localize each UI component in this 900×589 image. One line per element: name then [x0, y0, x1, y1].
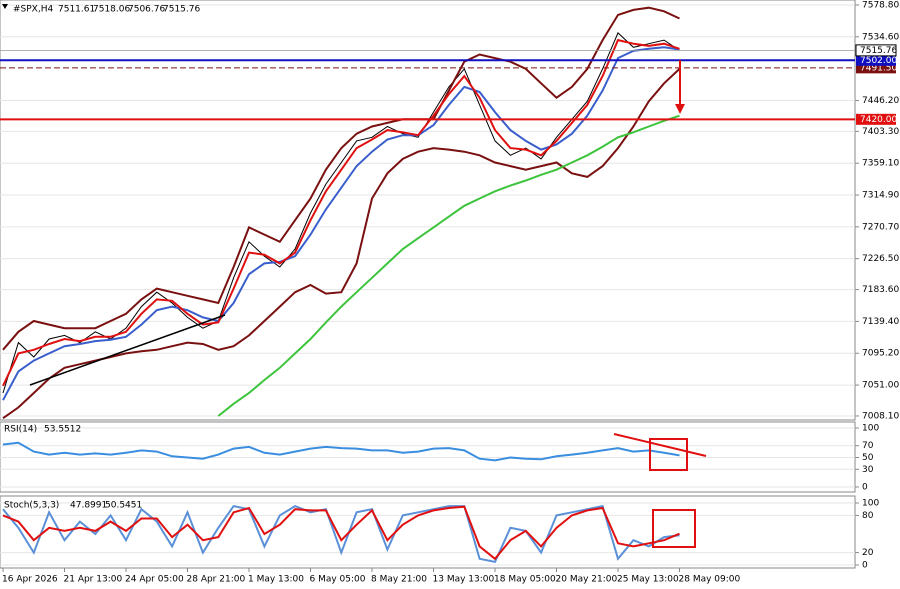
- y-tick-label: 7270.70: [862, 222, 899, 232]
- y-tick-label: 50: [862, 453, 874, 463]
- stoch-signal-value: 50.5451: [105, 501, 142, 511]
- ohlc-close: 7515.76: [163, 5, 200, 15]
- series-line: [2, 504, 680, 564]
- stoch-highlight: [652, 509, 696, 548]
- y-tick-label: 7226.50: [862, 254, 899, 264]
- x-tick-label: 18 May 05:00: [494, 575, 556, 585]
- series-line: [2, 38, 680, 387]
- x-tick-label: 8 May 21:00: [371, 575, 427, 585]
- y-tick-label: 100: [862, 424, 879, 434]
- series-line: [2, 46, 680, 401]
- y-tick-label: 70: [862, 441, 874, 451]
- y-tick-label: 7095.20: [862, 349, 899, 359]
- y-tick-label: 7008.10: [862, 411, 899, 421]
- price-tag-label: 7502.00: [860, 56, 897, 66]
- y-tick-label: 7534.60: [862, 32, 899, 42]
- menu-icon[interactable]: [2, 4, 8, 9]
- y-tick-label: 0: [862, 561, 868, 571]
- arrow-head: [675, 104, 685, 114]
- price-tag: [856, 62, 896, 74]
- current-price-label: 7515.76: [860, 46, 897, 56]
- x-tick-label: 24 Apr 05:00: [125, 575, 184, 585]
- price-tag-label: 7491.50: [860, 63, 897, 73]
- stoch-main-value: 47.8991: [70, 501, 107, 511]
- series-line: [2, 32, 680, 394]
- price-tag-label: 7420.00: [860, 115, 897, 125]
- y-tick-label: 7314.90: [862, 191, 899, 201]
- rsi-trend-line: [613, 433, 707, 457]
- x-tick-label: 6 May 05:00: [310, 575, 366, 585]
- price-pane: [0, 0, 856, 421]
- y-tick-label: 7139.40: [862, 317, 899, 327]
- price-tag: [856, 113, 896, 125]
- y-tick-label: 20: [862, 548, 874, 558]
- y-tick-label: 100: [862, 499, 879, 509]
- y-tick-label: 7578.80: [862, 0, 899, 10]
- rsi-value: 53.5512: [44, 425, 81, 435]
- y-tick-label: 7446.20: [862, 96, 899, 106]
- x-tick-label: 21 Apr 13:00: [64, 575, 123, 585]
- stoch-title: Stoch(5,3,3): [4, 501, 59, 511]
- y-tick-label: 0: [862, 483, 868, 493]
- ohlc-low: 7506.76: [128, 5, 165, 15]
- series-line: [2, 68, 681, 420]
- y-tick-label: 7051.00: [862, 381, 899, 391]
- x-tick-label: 25 May 13:00: [617, 575, 679, 585]
- x-tick-label: 28 May 09:00: [679, 575, 741, 585]
- y-tick-label: 30: [862, 465, 874, 475]
- x-tick-label: 28 Apr 21:00: [187, 575, 246, 585]
- price-tag: [856, 54, 896, 66]
- rsi-highlight: [649, 438, 688, 471]
- x-tick-label: 13 May 13:00: [433, 575, 495, 585]
- series-line: [2, 6, 680, 351]
- symbol-title: #SPX,H4: [13, 5, 53, 15]
- series-line: [2, 505, 680, 561]
- x-tick-label: 1 May 13:00: [248, 575, 304, 585]
- rsi-title: RSI(14): [4, 425, 37, 435]
- series-line: [2, 441, 680, 462]
- y-tick-label: 7403.30: [862, 127, 899, 137]
- y-tick-label: 80: [862, 511, 874, 521]
- x-tick-label: 20 May 21:00: [556, 575, 618, 585]
- y-tick-label: 7359.10: [862, 159, 899, 169]
- ohlc-open: 7511.61: [58, 5, 95, 15]
- series-line: [217, 114, 680, 417]
- stoch-pane: [0, 495, 856, 569]
- current-price-tag: [855, 44, 897, 57]
- trend-line: [29, 314, 226, 386]
- x-tick-label: 16 Apr 2026: [2, 575, 58, 585]
- y-tick-label: 7183.60: [862, 285, 899, 295]
- ohlc-high: 7518.06: [93, 5, 130, 15]
